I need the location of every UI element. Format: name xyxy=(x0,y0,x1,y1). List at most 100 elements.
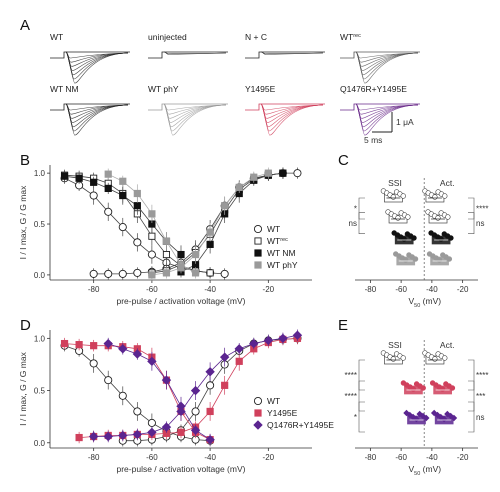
sig-bracket xyxy=(468,212,475,234)
data-point xyxy=(119,191,127,200)
data-point xyxy=(205,434,215,445)
trace-label: N + C xyxy=(245,32,267,42)
sig-bracket xyxy=(468,197,475,220)
legend-entry: WT xyxy=(267,396,280,406)
x-tick-label: -60 xyxy=(395,285,407,294)
sig-bracket xyxy=(468,359,475,391)
sig-label: * xyxy=(354,413,357,422)
data-point xyxy=(89,191,98,200)
v50-dot xyxy=(412,256,419,262)
x-tick-label: -20 xyxy=(263,285,275,294)
data-point xyxy=(147,427,157,438)
data-point xyxy=(206,228,214,236)
scale-bar xyxy=(372,112,393,133)
y-axis-label: I / I max, G / G max xyxy=(18,185,28,259)
x-tick-label: -60 xyxy=(146,285,158,294)
panel-label-d: D xyxy=(20,317,31,334)
data-point xyxy=(221,202,229,210)
chart-b: -80 -60 -40 -20 0.0 0.5 1.0 pre-pulse / activat… xyxy=(18,165,312,306)
data-point xyxy=(118,344,128,354)
v50-dot xyxy=(411,235,417,241)
data-point xyxy=(249,338,259,349)
data-point xyxy=(220,269,229,278)
trace-baseline xyxy=(245,51,325,59)
data-point xyxy=(162,269,171,277)
legend-sup: rec xyxy=(280,237,288,243)
v50-dot xyxy=(438,236,444,242)
sig-bracket xyxy=(468,401,475,433)
data-point xyxy=(219,352,230,362)
v50-dot xyxy=(450,414,458,422)
x-tick-label: -60 xyxy=(146,453,158,462)
sig-label: **** xyxy=(476,205,488,214)
fit-curve xyxy=(64,345,211,442)
sig-bracket xyxy=(358,359,365,391)
legend-entry: WT NM xyxy=(267,248,296,258)
data-point xyxy=(292,330,303,340)
sig-bracket xyxy=(358,401,365,433)
y-tick-label: 0.5 xyxy=(34,387,46,396)
data-point xyxy=(132,349,143,359)
data-point xyxy=(205,367,215,377)
y-axis-label: I / I max, G / G max xyxy=(18,351,28,425)
data-point xyxy=(132,429,143,440)
x-axis-label: V50 (mV) xyxy=(409,296,442,309)
data-point xyxy=(118,223,127,232)
data-point xyxy=(206,240,214,248)
data-point xyxy=(221,381,229,389)
data-point xyxy=(90,178,98,186)
x-axis-label-sub: 50 xyxy=(414,471,420,477)
data-point xyxy=(206,269,214,277)
current-traces: WT uninjected N + C WTrec WT NM WT phY Y1495E Q… xyxy=(50,32,420,145)
x-tick-label: -40 xyxy=(204,285,216,294)
x-tick-label: -40 xyxy=(204,453,216,462)
current-trace xyxy=(65,103,129,136)
panel-label-b: B xyxy=(20,152,30,169)
data-point xyxy=(89,269,98,278)
data-point xyxy=(89,359,98,368)
current-trace xyxy=(65,103,129,128)
trace-baseline xyxy=(50,51,130,59)
current-trace xyxy=(355,103,419,136)
trace-baseline xyxy=(245,103,325,111)
data-point xyxy=(104,269,113,278)
data-point xyxy=(161,375,172,385)
data-point xyxy=(234,344,244,354)
data-point xyxy=(253,420,263,430)
sig-bracket xyxy=(358,212,365,234)
data-point xyxy=(264,169,272,177)
x-tick-label: -80 xyxy=(365,453,377,462)
data-point xyxy=(147,418,156,427)
data-point xyxy=(133,407,142,416)
data-point xyxy=(148,271,156,279)
group-label-act: Act. xyxy=(440,340,455,350)
sig-label: * xyxy=(354,205,357,214)
data-point xyxy=(176,406,186,417)
data-point xyxy=(293,169,302,178)
data-point xyxy=(147,250,156,259)
scale-label-x: 5 ms xyxy=(364,135,382,145)
current-trace xyxy=(260,51,324,55)
v50-dot xyxy=(423,414,430,422)
x-tick-label: -80 xyxy=(365,285,377,294)
trace-label: WT NM xyxy=(50,84,79,94)
data-point xyxy=(254,261,262,269)
v50-dot xyxy=(402,257,409,263)
trace-baseline xyxy=(340,103,420,111)
x-tick-label: -60 xyxy=(395,453,407,462)
data-point xyxy=(103,338,113,349)
current-trace xyxy=(163,51,227,55)
y-tick-label: 1.0 xyxy=(34,334,46,343)
v50-dot xyxy=(432,194,438,200)
x-axis-label-unit: (mV) xyxy=(420,464,441,474)
data-point xyxy=(104,376,113,385)
current-trace xyxy=(65,51,129,84)
data-point xyxy=(235,183,243,191)
y-tick-label: 0.0 xyxy=(34,439,46,448)
sig-bracket xyxy=(358,197,365,220)
data-point xyxy=(147,356,157,367)
trace-label: Q1476R+Y1495E xyxy=(340,84,407,94)
legend-entry: WT phY xyxy=(267,260,298,270)
